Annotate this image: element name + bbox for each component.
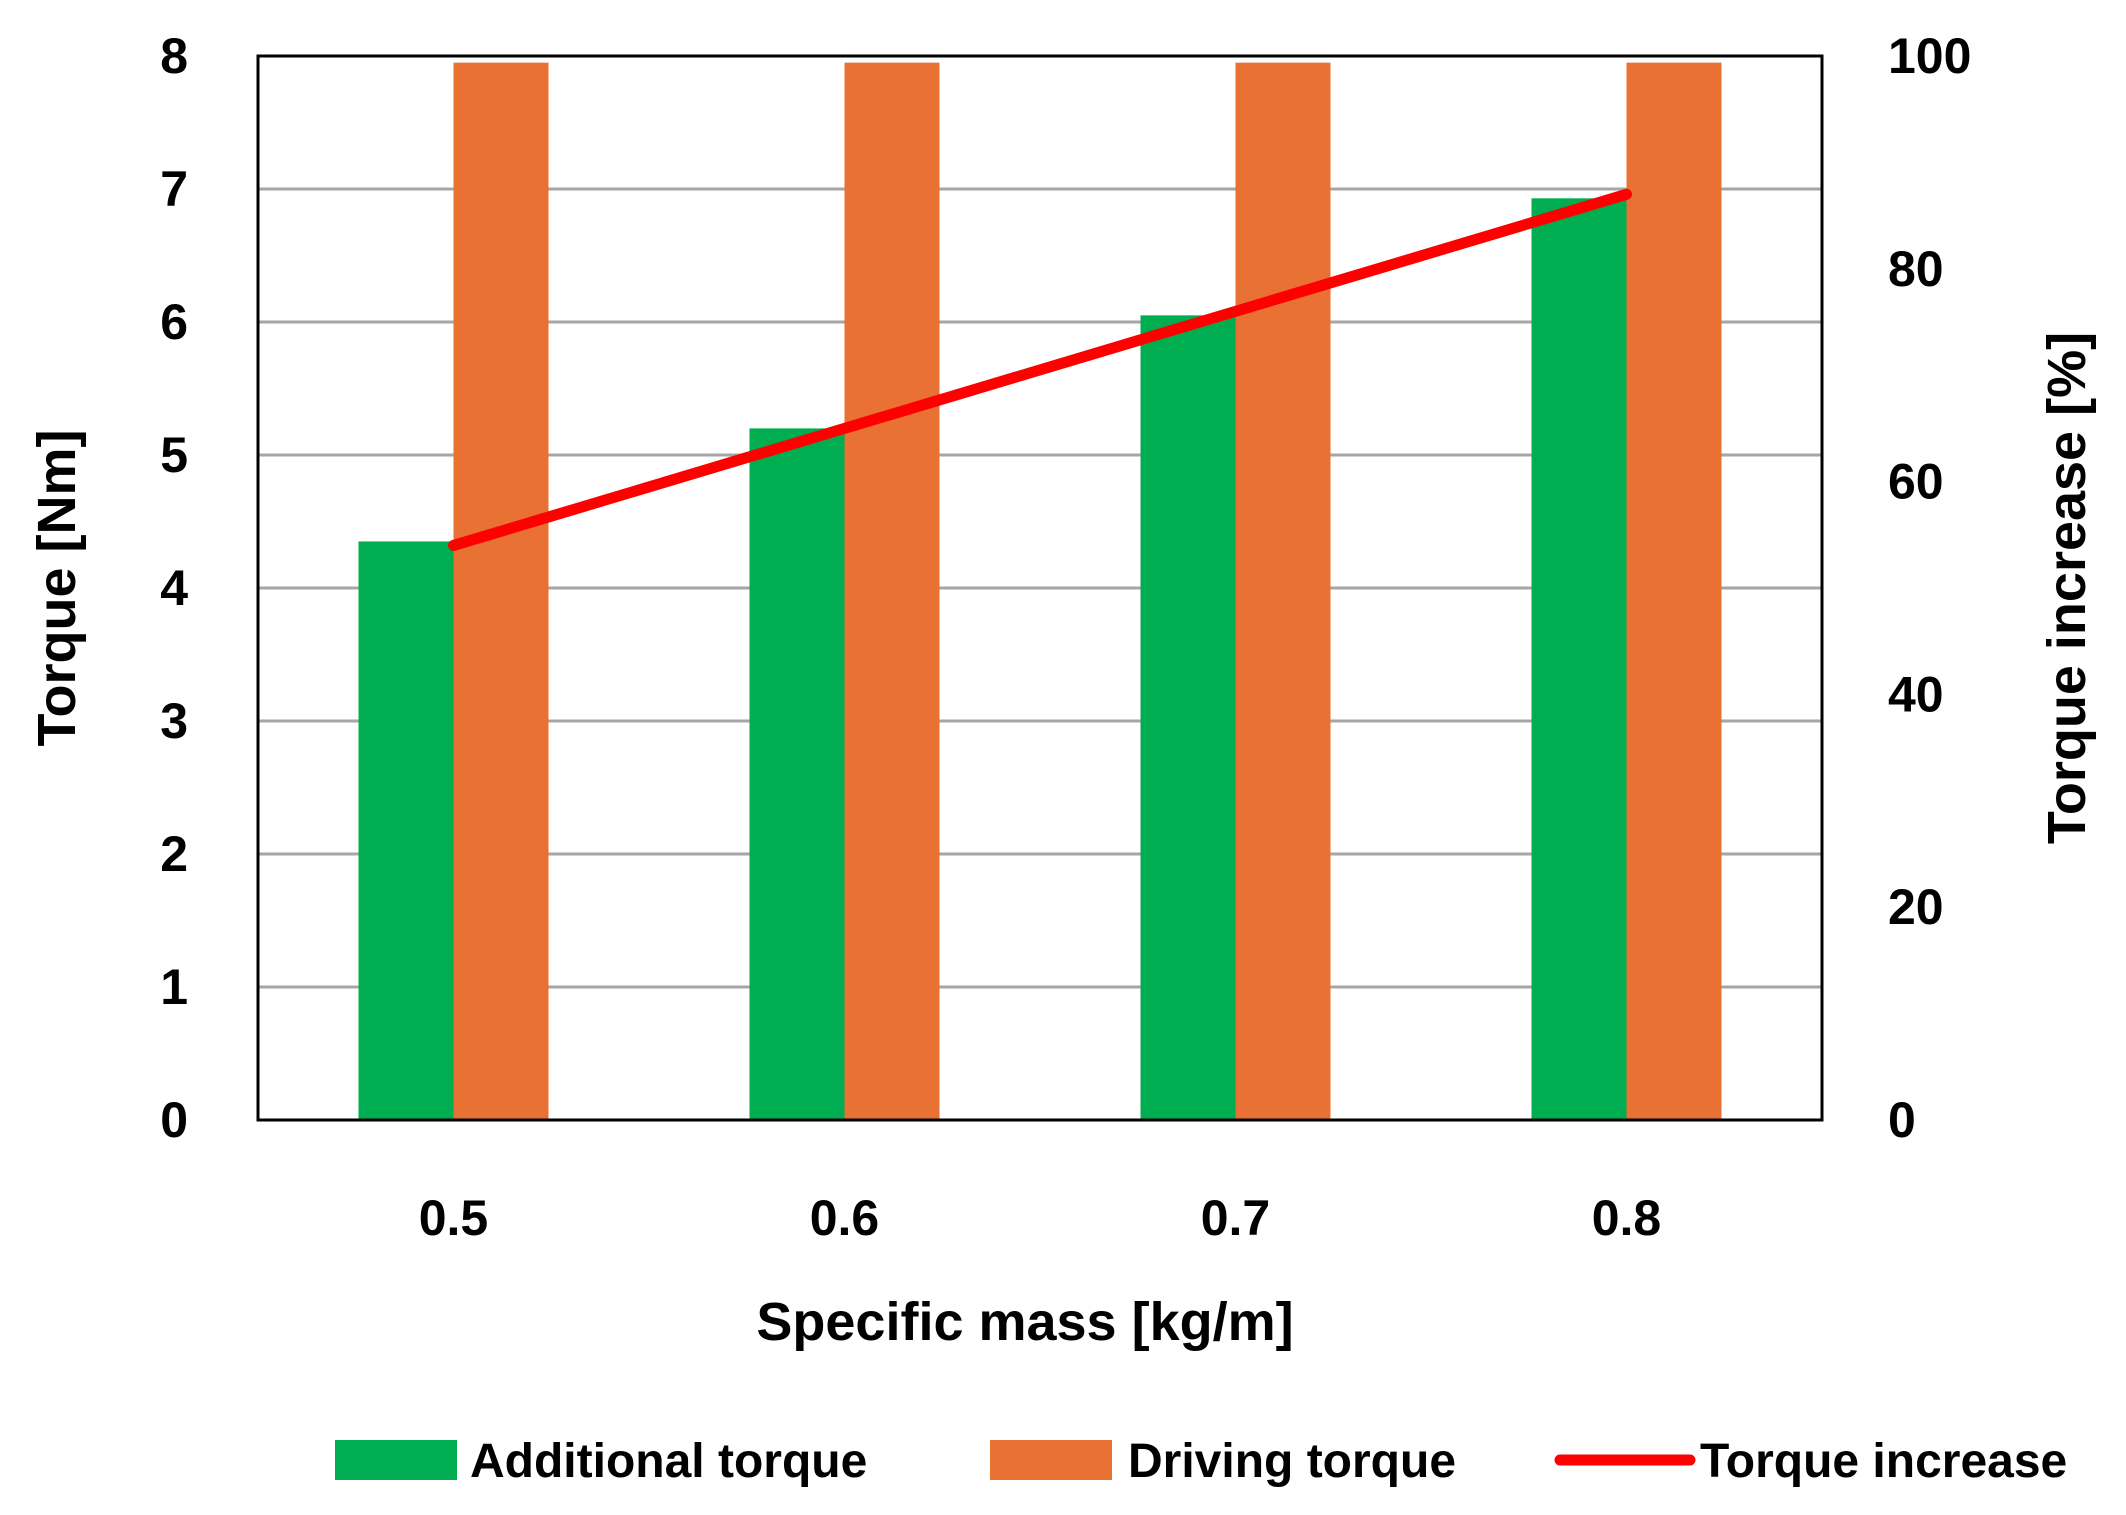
line-point: [452, 544, 455, 547]
y2-tick-label: 80: [1888, 241, 1944, 297]
legend-label: Torque increase: [1700, 1435, 2067, 1488]
x-tick-label: 0.8: [1592, 1190, 1662, 1246]
bar-driving-torque: [1235, 62, 1331, 1120]
legend: Additional torque Driving torque Torque in…: [335, 1435, 2067, 1488]
y-tick-label: 5: [160, 427, 188, 483]
y-tick-label: 0: [160, 1092, 188, 1148]
bar-driving-torque: [844, 62, 940, 1120]
x-tick-label: 0.6: [810, 1190, 880, 1246]
bar-additional-torque: [749, 428, 845, 1120]
legend-label: Additional torque: [470, 1435, 867, 1488]
bar-driving-torque: [453, 62, 549, 1120]
y-tick-label: 2: [160, 826, 188, 882]
line-series: [448, 188, 1632, 551]
y-tick-label: 4: [160, 560, 188, 616]
line-torque-increase: [448, 188, 1632, 551]
line-point: [1625, 193, 1628, 196]
y-tick-label: 7: [160, 161, 188, 217]
y2-axis-ticks: 0 20 40 60 80 100: [1888, 28, 1971, 1148]
bar-driving-torque: [1626, 62, 1722, 1120]
bar-additional-torque: [1531, 198, 1627, 1120]
y-tick-label: 1: [160, 959, 188, 1015]
y-tick-label: 8: [160, 28, 188, 84]
legend-swatch: [335, 1440, 457, 1480]
y2-tick-label: 20: [1888, 879, 1944, 935]
y-axis-title: Torque [Nm]: [27, 430, 87, 747]
x-axis-title: Specific mass [kg/m]: [756, 1292, 1293, 1352]
y-tick-label: 6: [160, 294, 188, 350]
bar-additional-torque: [1140, 315, 1236, 1121]
x-tick-label: 0.7: [1201, 1190, 1271, 1246]
x-axis-ticks: 0.5 0.6 0.7 0.8: [419, 1190, 1662, 1246]
legend-swatch: [990, 1440, 1112, 1480]
y2-tick-label: 0: [1888, 1092, 1916, 1148]
line-point: [1234, 310, 1237, 313]
plot-frame: [256, 54, 1824, 1122]
y-axis-ticks: 0 1 2 3 4 5 6 7 8: [160, 28, 188, 1148]
y2-axis-title: Torque increase [%]: [2037, 332, 2097, 844]
legend-label: Driving torque: [1128, 1435, 1456, 1488]
y-tick-label: 3: [160, 693, 188, 749]
bar-additional-torque: [358, 541, 454, 1120]
bars: [358, 62, 1722, 1121]
line-point: [843, 427, 846, 430]
y2-tick-label: 40: [1888, 666, 1944, 722]
x-tick-label: 0.5: [419, 1190, 489, 1246]
y2-tick-label: 60: [1888, 454, 1944, 510]
y2-tick-label: 100: [1888, 28, 1971, 84]
